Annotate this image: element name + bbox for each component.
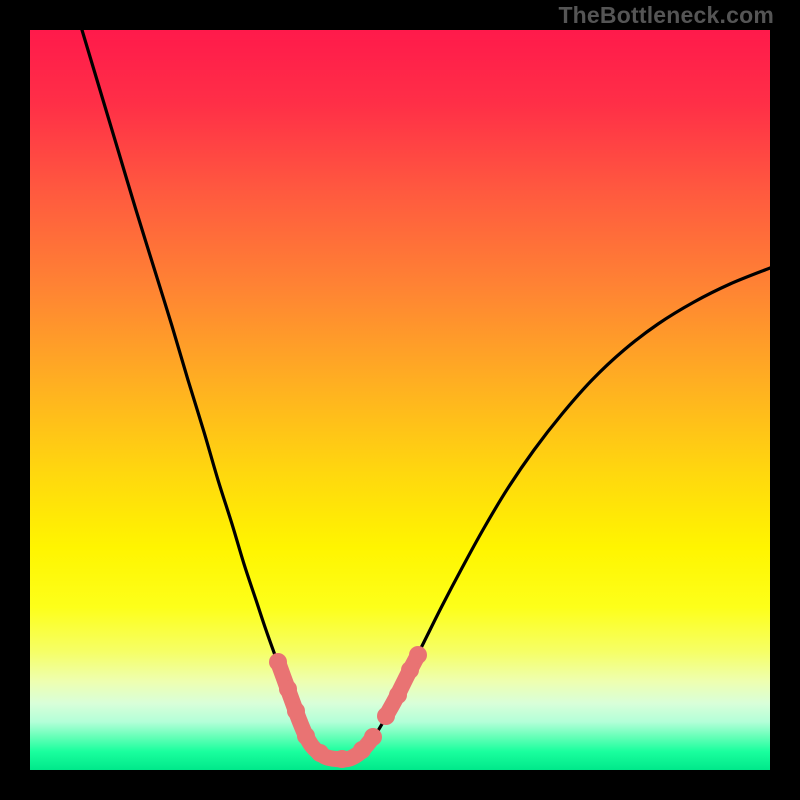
watermark-text: TheBottleneck.com — [558, 2, 774, 29]
plot-area — [30, 30, 770, 770]
highlight-dot-9 — [389, 686, 407, 704]
highlight-dot-5 — [333, 750, 351, 768]
gradient-background — [30, 30, 770, 770]
highlight-dot-4 — [311, 744, 329, 762]
highlight-dot-0 — [269, 653, 287, 671]
highlight-dot-2 — [287, 702, 305, 720]
highlight-dot-1 — [279, 680, 297, 698]
highlight-dot-7 — [364, 728, 382, 746]
highlight-dot-3 — [297, 727, 315, 745]
chart-svg — [30, 30, 770, 770]
highlight-dot-8 — [377, 707, 395, 725]
highlight-dot-11 — [409, 646, 427, 664]
